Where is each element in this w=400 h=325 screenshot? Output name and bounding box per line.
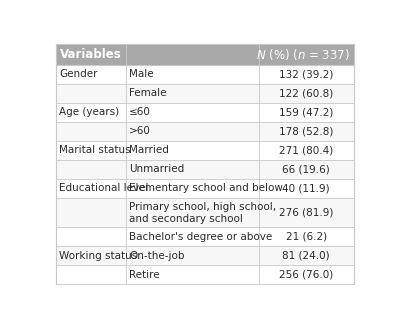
Text: Bachelor's degree or above: Bachelor's degree or above [129, 232, 272, 242]
Bar [56, 160, 354, 179]
Bar [56, 141, 354, 160]
Text: Age (years): Age (years) [59, 107, 120, 117]
Text: Marital status: Marital status [59, 145, 131, 155]
Text: 276 (81.9): 276 (81.9) [279, 208, 333, 217]
Bar [56, 198, 354, 227]
Bar [56, 227, 354, 246]
Text: ≤60: ≤60 [129, 107, 151, 117]
Text: 132 (39.2): 132 (39.2) [279, 70, 333, 79]
Text: 122 (60.8): 122 (60.8) [279, 88, 333, 98]
Text: 81 (24.0): 81 (24.0) [282, 251, 330, 261]
Bar [56, 84, 354, 103]
Text: Elementary school and below: Elementary school and below [129, 183, 283, 193]
Text: 40 (11.9): 40 (11.9) [282, 183, 330, 193]
Text: >60: >60 [129, 126, 151, 136]
Text: Female: Female [129, 88, 167, 98]
Text: Variables: Variables [60, 48, 122, 61]
Text: 271 (80.4): 271 (80.4) [279, 145, 333, 155]
Text: Male: Male [129, 70, 154, 79]
Text: 159 (47.2): 159 (47.2) [279, 107, 333, 117]
Text: Retire: Retire [129, 270, 160, 280]
Text: Gender: Gender [59, 70, 98, 79]
Bar [56, 103, 354, 122]
Text: 66 (19.6): 66 (19.6) [282, 164, 330, 174]
Text: Unmarried: Unmarried [129, 164, 184, 174]
Bar [56, 65, 354, 84]
Bar [56, 265, 354, 284]
Text: Working status: Working status [59, 251, 138, 261]
Bar [56, 246, 354, 265]
Text: 178 (52.8): 178 (52.8) [279, 126, 333, 136]
Text: On-the-job: On-the-job [129, 251, 185, 261]
Text: Primary school, high school,
and secondary school: Primary school, high school, and seconda… [129, 202, 276, 224]
Bar [56, 179, 354, 198]
Text: $N$ (%) ($n$ = 337): $N$ (%) ($n$ = 337) [256, 47, 350, 62]
Text: Married: Married [129, 145, 169, 155]
Text: 21 (6.2): 21 (6.2) [286, 232, 327, 242]
Bar [56, 44, 354, 65]
Bar [56, 122, 354, 141]
Text: Educational level: Educational level [59, 183, 149, 193]
Text: 256 (76.0): 256 (76.0) [279, 270, 333, 280]
